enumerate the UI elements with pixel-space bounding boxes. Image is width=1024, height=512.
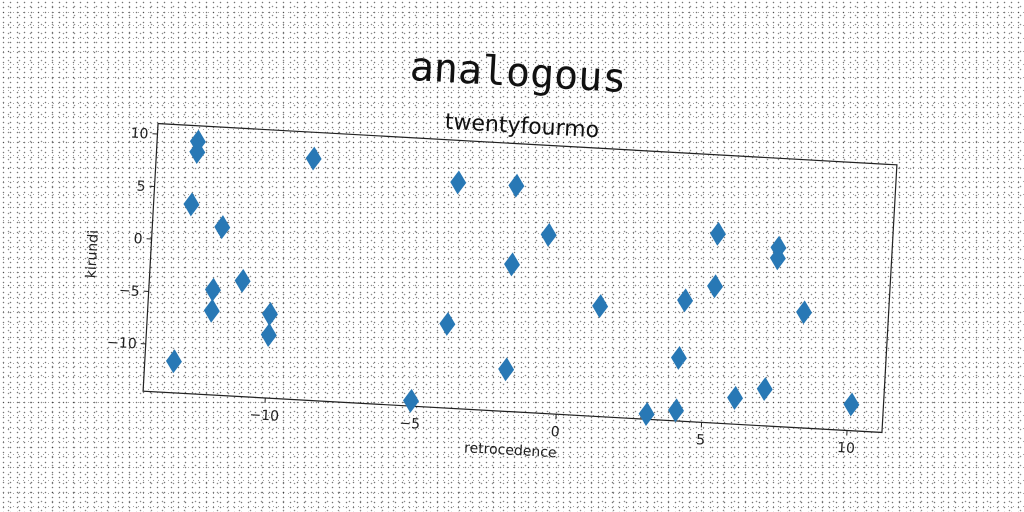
- data-point-marker: [439, 311, 456, 336]
- data-point-marker: [189, 140, 206, 165]
- data-point-marker: [727, 385, 744, 410]
- data-point-marker: [498, 357, 515, 382]
- data-point-marker: [260, 323, 277, 347]
- data-point-marker: [796, 300, 813, 325]
- x-tick-label: 5: [696, 432, 706, 448]
- x-tick-label: −10: [249, 407, 279, 425]
- y-tick-label: 5: [136, 179, 146, 195]
- data-point-marker: [214, 215, 231, 240]
- plot-area: −10 −5 0 5 10 10 5 0 −5 −10 retrocedence kirundi: [83, 122, 898, 461]
- data-point-marker: [668, 398, 684, 423]
- x-tick-label: −5: [399, 416, 421, 433]
- data-point-marker: [508, 173, 525, 198]
- x-tick-label: 0: [550, 424, 560, 440]
- data-point-marker: [677, 288, 694, 313]
- y-tick-label: 0: [133, 231, 143, 247]
- x-axis-label: retrocedence: [464, 440, 557, 461]
- data-point-marker: [165, 349, 182, 374]
- data-point-marker: [756, 377, 773, 402]
- axis-ticks: −10 −5 0 5 10 10 5 0 −5 −10: [107, 126, 856, 457]
- data-point-marker: [450, 170, 467, 195]
- y-axis-label: kirundi: [83, 230, 102, 279]
- data-point-marker: [183, 192, 200, 217]
- data-point-marker: [305, 146, 322, 171]
- data-point-marker: [540, 222, 557, 247]
- data-point-marker: [204, 277, 221, 302]
- data-point-marker: [234, 268, 251, 293]
- data-point-marker: [769, 246, 786, 271]
- data-point-marker: [670, 345, 687, 370]
- data-point-marker: [592, 294, 609, 319]
- data-point-marker: [638, 402, 655, 427]
- data-points: [165, 129, 860, 427]
- y-tick-label: 10: [130, 126, 149, 143]
- data-point-marker: [504, 252, 520, 277]
- data-point-marker: [709, 221, 726, 246]
- data-point-marker: [843, 392, 860, 417]
- chart-subtitle: twentyfourmo: [444, 110, 600, 144]
- plot-frame: [142, 122, 898, 434]
- y-tick-label: −10: [107, 335, 137, 353]
- data-point-marker: [203, 298, 220, 323]
- y-tick-label: −5: [119, 283, 141, 300]
- chart-title: analogous: [409, 44, 628, 102]
- data-point-marker: [707, 274, 724, 299]
- data-point-marker: [261, 302, 278, 327]
- x-tick-label: 10: [837, 440, 856, 457]
- data-point-marker: [403, 388, 419, 413]
